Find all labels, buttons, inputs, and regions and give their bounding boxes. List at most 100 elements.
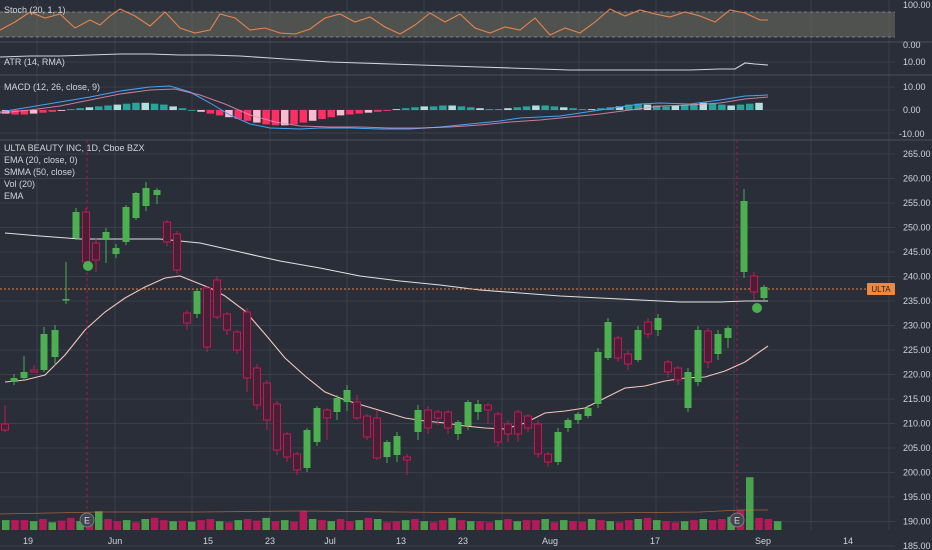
time-axis-label: Jul [324, 536, 336, 546]
macd-title: MACD (12, 26, close, 9) [4, 82, 100, 92]
macd-hist-bar [290, 110, 298, 125]
candle [1, 405, 9, 432]
macd-hist-bar [39, 110, 47, 113]
volume-bar [522, 520, 531, 530]
volume-bar [606, 521, 614, 530]
candle [343, 385, 351, 411]
smma50-line [4, 232, 768, 303]
macd-hist-bar [48, 110, 56, 112]
macd-hist-bar [634, 103, 642, 110]
macd-hist-bar [29, 110, 38, 114]
atr-line [0, 53, 769, 71]
candle [30, 365, 38, 373]
macd-hist-bar [57, 110, 66, 111]
candle [102, 228, 110, 263]
macd-hist-bar [271, 110, 280, 126]
indicator-ema20: EMA (20, close, 0) [4, 155, 78, 165]
candle [293, 452, 301, 475]
volume-bar [392, 521, 401, 530]
candle [393, 432, 401, 462]
price-tick: 185.00 [903, 541, 931, 550]
earnings-marker-2-label: E [734, 516, 740, 526]
macd-hist-bar [253, 110, 261, 123]
time-axis[interactable]: 19 Jun 15 23 Jul 13 23 Aug 17 Sep 14 [23, 536, 853, 546]
price-pane[interactable]: E E ULTA BEAUTY INC, 1D, Cboe BZX EMA (2… [0, 140, 867, 530]
volume-bar [95, 511, 103, 530]
atr-title: ATR (14, RMA) [4, 57, 65, 67]
macd-hist-bar [364, 110, 373, 113]
candle [353, 395, 361, 420]
volume-bar [197, 520, 205, 530]
macd-hist-bar [680, 104, 689, 110]
macd-hist-bar [699, 102, 707, 110]
macd-hist-bar [383, 110, 391, 111]
candle [614, 336, 622, 362]
volume-bar [587, 519, 596, 530]
volume-bar [355, 520, 363, 530]
candle [724, 326, 732, 348]
macd-hist-bar [662, 106, 670, 110]
volume-bar [615, 522, 624, 530]
macd-pane[interactable]: MACD (12, 26, close, 9) [0, 82, 769, 130]
volume-bar [206, 519, 215, 530]
macd-hist-bar [476, 108, 484, 110]
stoch-tick-0: 0.00 [903, 40, 921, 50]
stoch-tick-100: 100.00 [903, 0, 931, 10]
volume-bar [215, 521, 224, 530]
candle [644, 318, 652, 338]
candle [72, 208, 80, 240]
candle [750, 272, 758, 300]
candle [383, 440, 391, 463]
macd-hist-bar [420, 106, 428, 110]
time-axis-label: 23 [265, 536, 275, 546]
macd-hist-bar [346, 110, 354, 115]
macd-hist-bar [76, 108, 84, 110]
time-axis-label: 13 [396, 536, 406, 546]
volume-bar [160, 520, 168, 530]
volume-bar [39, 519, 47, 530]
candle [51, 325, 59, 366]
candle [740, 189, 748, 278]
volume-bar [494, 520, 503, 530]
candle [333, 395, 341, 420]
volume-bar [513, 521, 521, 530]
volume-bar [569, 521, 577, 530]
macd-hist-bar [727, 105, 735, 110]
macd-hist-bar [541, 105, 549, 110]
candle [424, 406, 432, 434]
volume-bar [671, 522, 680, 530]
candle [574, 412, 582, 424]
atr-pane[interactable]: ATR (14, RMA) [0, 53, 769, 71]
volume-bar [439, 520, 447, 530]
macd-hist-bar [243, 110, 252, 121]
time-axis-label: Aug [542, 536, 558, 546]
earnings-marker-1[interactable]: E [79, 512, 95, 528]
candle [654, 314, 662, 336]
signal-dot-2 [752, 303, 762, 313]
earnings-marker-2[interactable]: E [729, 512, 745, 528]
candle [664, 360, 672, 378]
macd-hist-bar [718, 104, 726, 110]
volume-bar [773, 521, 782, 530]
macd-hist-bar [513, 107, 521, 110]
macd-hist-bar [178, 108, 187, 110]
candle [273, 401, 281, 455]
macd-hist-bar [522, 106, 531, 110]
price-axis[interactable]: 100.00 0.00 10.00 10.00 0.00 -10.00 265.… [867, 0, 931, 550]
ulta-price-tag [867, 283, 895, 295]
time-axis-label: 19 [23, 536, 33, 546]
candle [454, 420, 462, 440]
volume-bar [374, 519, 382, 530]
volume-bar [57, 520, 66, 530]
volume-ma-line [0, 509, 768, 515]
volume-bar [625, 520, 633, 530]
candle [92, 238, 100, 272]
stoch-pane[interactable]: Stoch (20, 1, 1) [0, 5, 895, 38]
price-tick: 205.00 [903, 443, 931, 453]
volume-bar [662, 521, 670, 530]
price-title: ULTA BEAUTY INC, 1D, Cboe BZX [4, 143, 145, 153]
ulta-tag-label: ULTA [871, 285, 891, 294]
volume-bar [225, 522, 233, 530]
